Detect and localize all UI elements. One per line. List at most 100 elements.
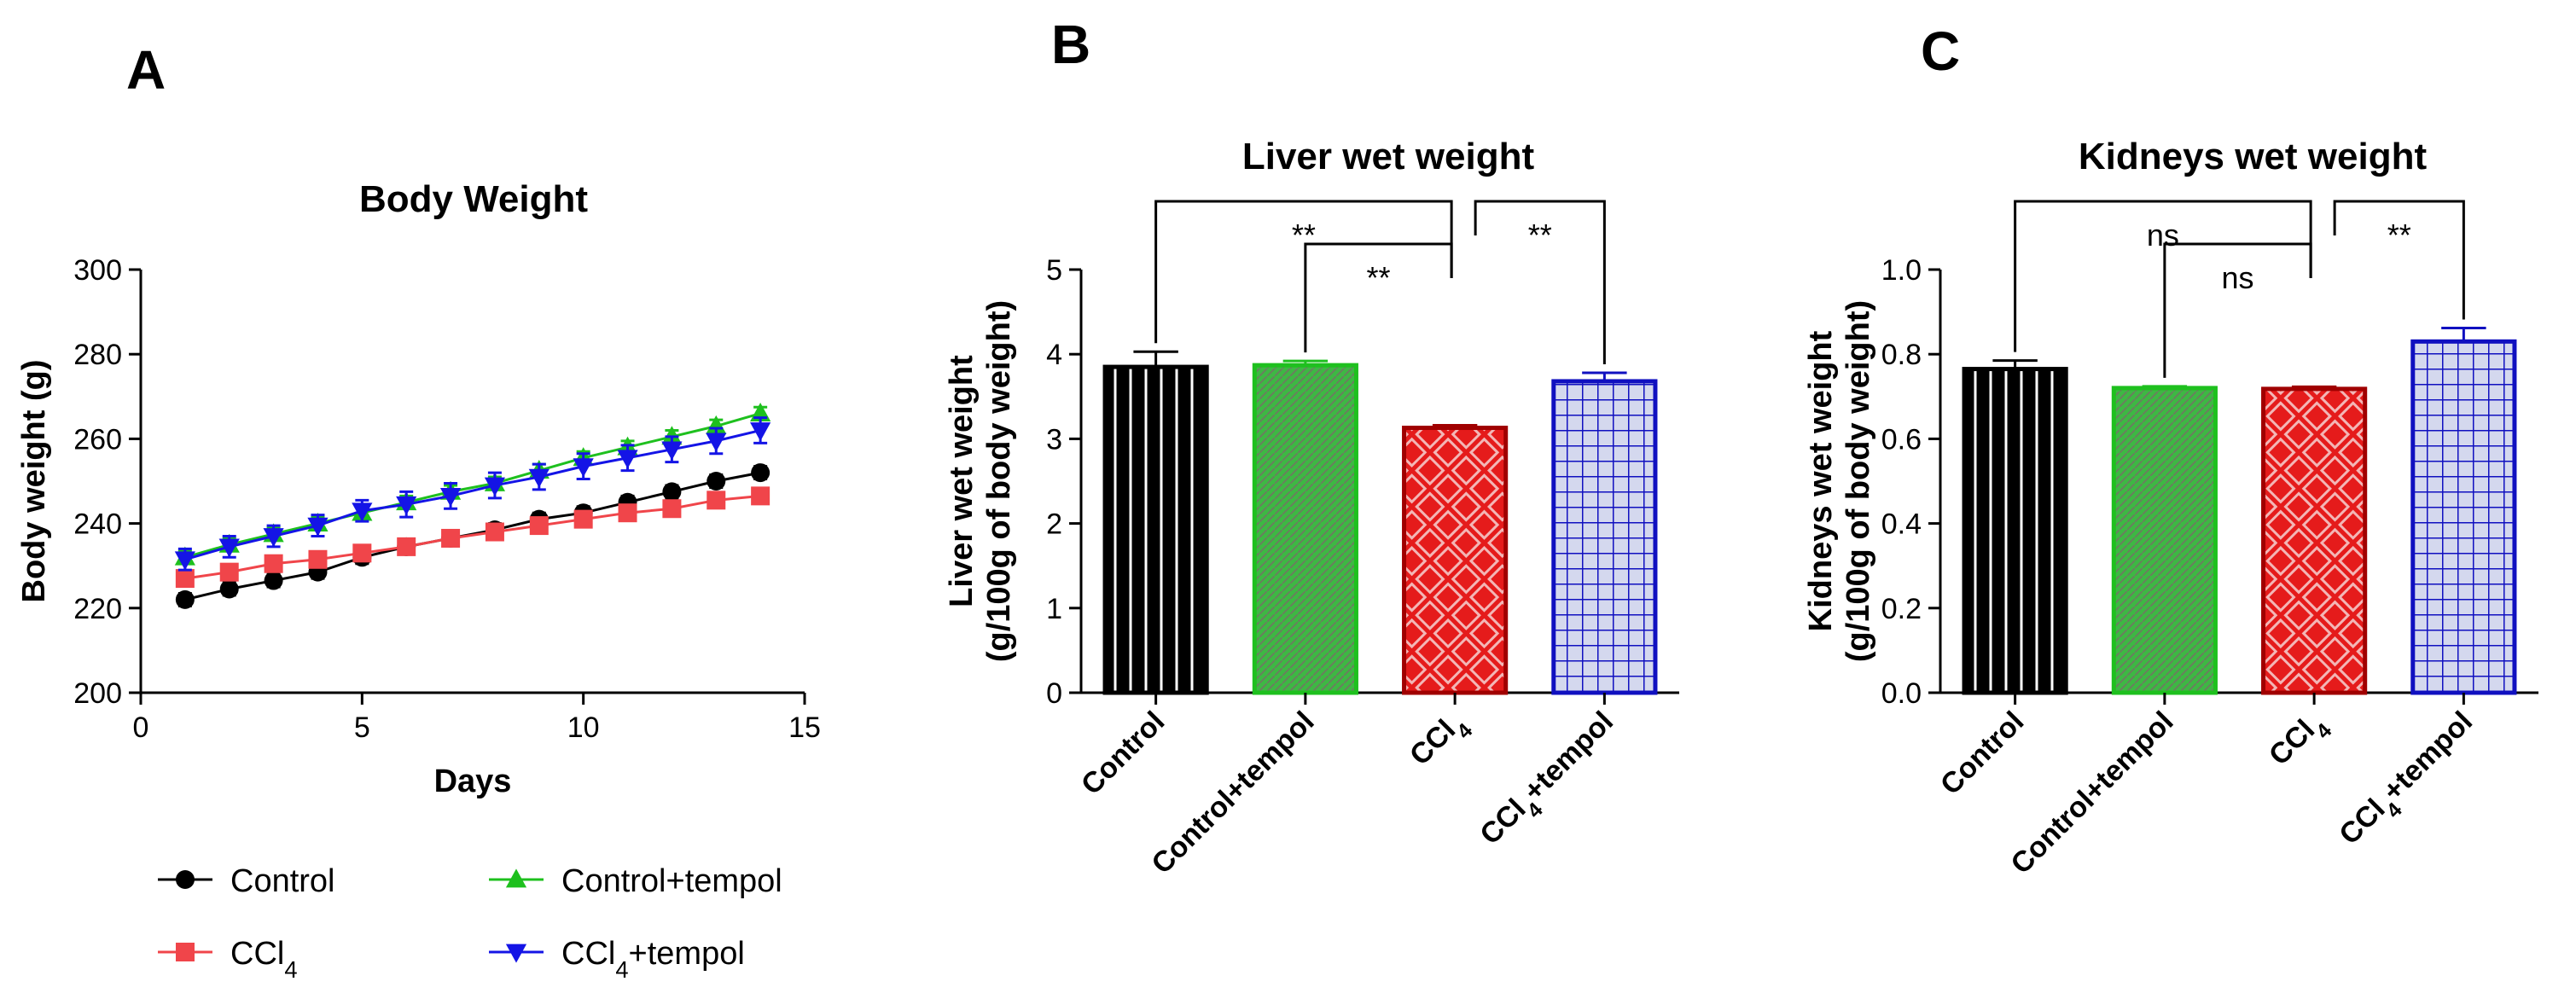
data-point — [751, 486, 770, 506]
significance-label: ns — [2221, 260, 2253, 295]
x-tick-label: 15 — [788, 711, 821, 744]
panel-letter-a: A — [126, 39, 166, 101]
data-point — [439, 488, 462, 508]
data-point — [307, 517, 329, 537]
y-tick-label: 0.4 — [1881, 508, 1922, 541]
significance-label: ** — [1292, 218, 1316, 253]
y-tick-label: 0.6 — [1881, 423, 1922, 456]
y-tick-label: 200 — [73, 677, 122, 710]
category-label: CCl4+tempol — [2333, 706, 2486, 858]
legend-marker — [176, 943, 195, 961]
y-tick-label: 0.8 — [1881, 339, 1922, 371]
chart-title: Kidneys wet weight — [2079, 136, 2428, 177]
series-1 — [175, 486, 770, 589]
legend-marker — [505, 868, 527, 888]
data-point — [219, 579, 239, 599]
data-point — [707, 491, 726, 510]
bar-group-0 — [1962, 359, 2068, 695]
bar — [1252, 363, 1358, 695]
bar — [2410, 339, 2517, 695]
series-line — [184, 429, 761, 561]
significance-bracket-1: ns — [2163, 242, 2312, 378]
series-3 — [174, 416, 771, 572]
data-point — [617, 450, 638, 469]
significance-bracket-2: ** — [1474, 200, 1606, 365]
bar — [2261, 386, 2368, 695]
data-point — [661, 426, 683, 445]
bar-group-2 — [2261, 385, 2368, 695]
category-label: CCl4 — [2263, 706, 2336, 779]
chart-title: Liver wet weight — [1242, 136, 1535, 177]
data-point — [662, 482, 682, 502]
bar-group-1 — [2111, 385, 2218, 695]
y-axis-title-units: (g/100g of body weight) — [981, 300, 1017, 662]
y-axis-title-units: (g/100g of body weight) — [1840, 300, 1876, 662]
chart-title: Body Weight — [359, 178, 588, 220]
legend-marker — [505, 944, 527, 963]
significance-label: ** — [1528, 218, 1552, 253]
bar — [1102, 364, 1209, 695]
y-tick-label: 220 — [73, 593, 122, 625]
data-point — [485, 522, 504, 542]
bar-group-3 — [1551, 371, 1658, 695]
legend-label: CCl4+tempol — [561, 936, 745, 983]
bracket-line — [1154, 200, 1453, 344]
panel-c: C Kidneys wet weight 0.0 0.2 0.4 0.6 0.8 1.0 Kid… — [1803, 20, 2538, 880]
y-tick-label: 2 — [1046, 508, 1062, 541]
data-point — [484, 477, 506, 496]
data-point — [218, 538, 240, 558]
x-axis-title: Days — [434, 764, 512, 799]
y-tick-label: 4 — [1046, 339, 1062, 371]
data-point — [308, 549, 328, 569]
data-point — [528, 468, 550, 488]
category-label: Control — [1934, 706, 2030, 801]
category-label: Control — [1075, 706, 1171, 801]
data-point — [352, 543, 372, 563]
y-axis-title: Body weight (g) — [16, 360, 52, 603]
data-point — [751, 463, 770, 483]
data-point — [662, 499, 682, 519]
data-point — [706, 433, 727, 452]
legend-item-0: Control — [158, 863, 335, 899]
category-label: CCl4 — [1404, 706, 1477, 779]
significance-bracket-1: ** — [1304, 242, 1453, 353]
bar-group-3 — [2410, 326, 2517, 695]
bracket-line — [2163, 242, 2312, 378]
y-tick-label: 300 — [73, 254, 122, 287]
x-tick-label: 10 — [567, 711, 600, 744]
significance-bracket-2: ** — [2333, 200, 2465, 320]
x-tick-label: 5 — [354, 711, 370, 744]
bar — [1402, 426, 1509, 695]
data-point — [441, 528, 461, 548]
y-axis-title: Kidneys wet weight — [1803, 330, 1839, 631]
bar-group-1 — [1252, 359, 1358, 695]
y-tick-label: 0.0 — [1881, 677, 1922, 710]
legend-item-1: CCl4 — [158, 936, 298, 983]
significance-bracket-0: ns — [2014, 200, 2312, 352]
data-point — [263, 528, 284, 548]
data-point — [175, 589, 195, 609]
y-tick-label: 3 — [1046, 423, 1062, 456]
panel-letter: B — [1051, 14, 1090, 75]
y-tick-label: 0 — [1046, 677, 1062, 710]
data-point — [175, 569, 195, 589]
significance-bracket-0: ** — [1154, 200, 1453, 344]
significance-label: ** — [1366, 260, 1390, 295]
legend-marker — [176, 870, 195, 889]
data-point — [573, 458, 594, 478]
y-tick-label: 280 — [73, 339, 122, 371]
bar-group-2 — [1402, 424, 1509, 695]
bracket-line — [2333, 200, 2465, 320]
bracket-line — [1474, 200, 1606, 365]
series-2 — [174, 402, 771, 566]
legend-item-2: Control+tempol — [489, 863, 782, 899]
data-point — [529, 516, 549, 536]
data-point — [352, 502, 373, 522]
data-point — [618, 503, 637, 523]
category-label: CCl4+tempol — [1474, 706, 1626, 858]
data-point — [707, 472, 726, 491]
data-point — [264, 554, 283, 573]
panel-a: A Body Weight 200 220 240 260 280 300 0 5 10 15 Days… — [16, 39, 821, 983]
